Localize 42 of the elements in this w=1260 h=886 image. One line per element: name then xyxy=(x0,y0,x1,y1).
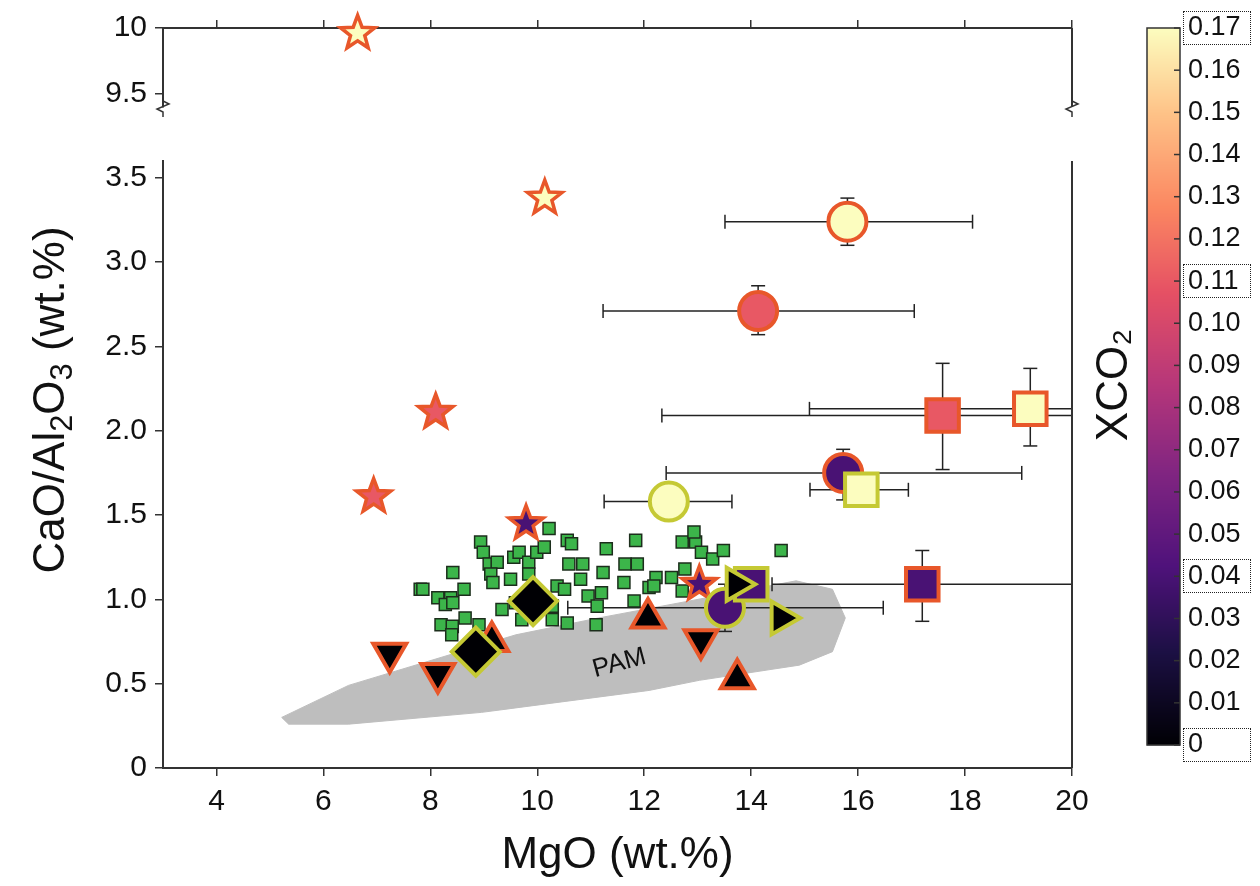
point xyxy=(449,625,502,678)
y-tick-label: 2.5 xyxy=(105,327,147,361)
x-tick-label: 14 xyxy=(734,783,768,817)
color-bar-label: 0.03 xyxy=(1188,601,1241,632)
color-bar-label: 0.07 xyxy=(1188,433,1241,464)
y-tick-label: 10 xyxy=(113,9,147,43)
x-axis-title: MgO (wt.%) xyxy=(501,827,734,877)
point xyxy=(507,575,560,628)
color-bar-label: 0.04 xyxy=(1188,559,1241,590)
x-tick-label: 12 xyxy=(627,783,661,817)
color-bar-label: 0.12 xyxy=(1188,222,1241,253)
color-bar-label: 0.08 xyxy=(1188,391,1241,422)
y-tick-label: 1.0 xyxy=(105,580,147,614)
color-bar-label: 0.11 xyxy=(1188,264,1239,295)
x-tick-label: 4 xyxy=(208,783,225,817)
color-bar-label: 0 xyxy=(1188,728,1204,759)
series-label: PAM xyxy=(588,640,650,684)
x-tick-label: 10 xyxy=(520,783,554,817)
color-bar-label: 0.16 xyxy=(1188,53,1241,84)
color-bar-label: 0.17 xyxy=(1188,11,1241,42)
x-tick-label: 6 xyxy=(315,783,332,817)
color-bar-label: 0.10 xyxy=(1188,306,1241,337)
y-tick-label: 3.0 xyxy=(105,243,147,277)
color-bar-label: 0.06 xyxy=(1188,475,1241,506)
color-bar-label: 0.01 xyxy=(1188,686,1241,717)
color-bar-label: 0.02 xyxy=(1188,644,1241,675)
y-tick-label: 3.5 xyxy=(105,159,147,193)
y-tick-label: 1.5 xyxy=(105,496,147,530)
color-bar-label: 0.05 xyxy=(1188,517,1241,548)
color-bar-label: 0.15 xyxy=(1188,95,1241,126)
x-tick-label: 20 xyxy=(1055,783,1089,817)
color-bar-label: 0.14 xyxy=(1188,137,1241,168)
color-bar-title: XCO₂ xyxy=(1087,328,1137,442)
x-tick-label: 8 xyxy=(422,783,439,817)
y-tick-label: 9.5 xyxy=(105,75,147,109)
y-tick-label: 2.0 xyxy=(105,412,147,446)
y-tick-label: 0.5 xyxy=(105,664,147,698)
color-bar-label: 0.13 xyxy=(1188,180,1241,211)
x-tick-label: 18 xyxy=(948,783,982,817)
y-tick-label: 0 xyxy=(130,749,147,783)
x-tick-label: 16 xyxy=(841,783,875,817)
color-bar-label: 0.09 xyxy=(1188,348,1241,379)
